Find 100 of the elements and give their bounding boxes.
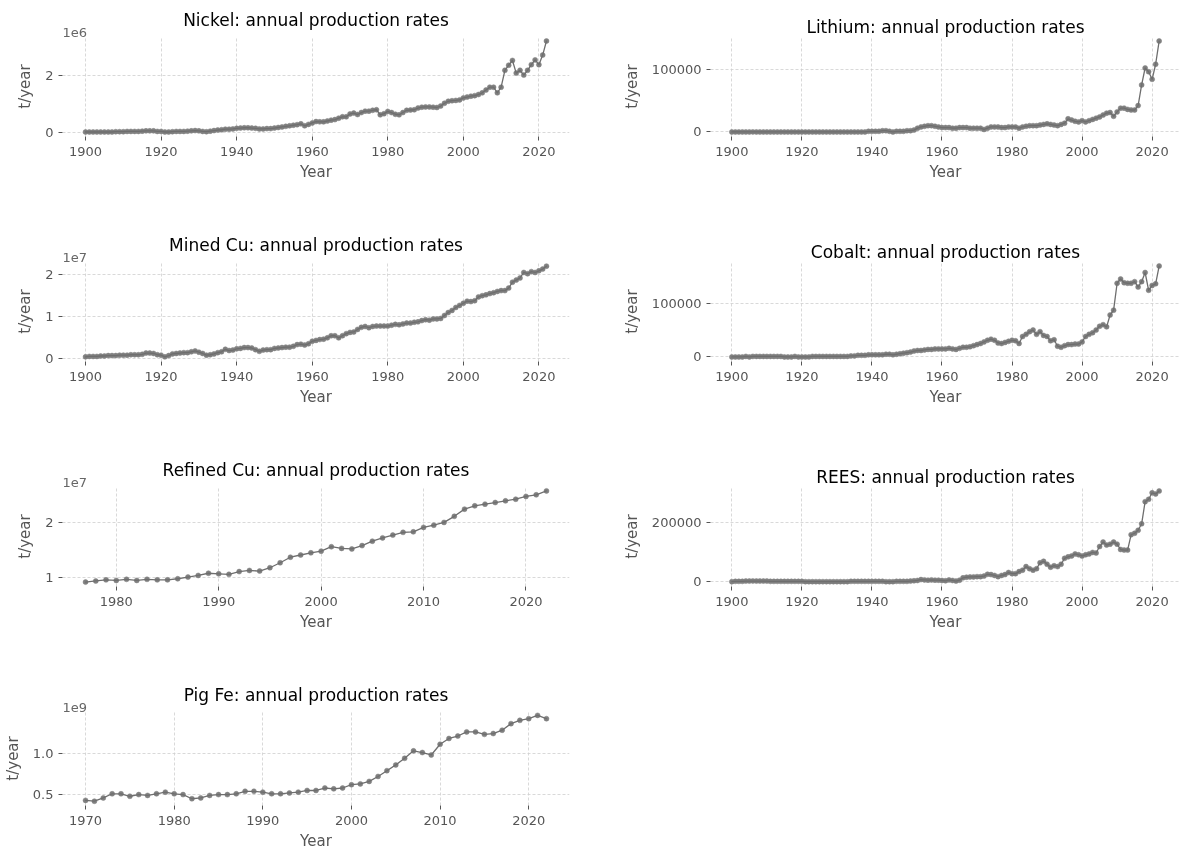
point: [134, 577, 140, 584]
point: [206, 792, 213, 799]
x-tick-label: 1960: [295, 143, 329, 159]
x-tick-label: 1940: [855, 368, 889, 384]
x-tick-label: 2000: [1065, 143, 1099, 159]
point: [328, 543, 335, 550]
point: [420, 524, 427, 531]
x-tick-label: 2000: [334, 812, 369, 828]
x-tick-label: 1900: [715, 593, 749, 609]
x-tick-label: 2010: [407, 593, 441, 609]
y-tick-label: 1: [45, 309, 54, 325]
point: [109, 791, 115, 797]
point: [490, 730, 497, 737]
point: [543, 488, 550, 494]
point: [369, 538, 376, 544]
point: [215, 571, 222, 577]
point: [180, 791, 186, 798]
x-tick-label: 1960: [925, 143, 959, 159]
point: [123, 576, 130, 583]
point: [256, 568, 263, 574]
point: [482, 501, 488, 507]
chart-title: Refined Cu: annual production rates: [162, 460, 470, 480]
chart-title: Cobalt: annual production rates: [810, 241, 1081, 262]
x-tick-label: 1940: [220, 368, 254, 384]
chart-title: Mined Cu: annual production rates: [169, 235, 464, 255]
point: [113, 577, 120, 584]
point: [189, 795, 195, 802]
point: [127, 793, 133, 799]
x-tick-label: 1980: [995, 368, 1029, 384]
point: [461, 506, 468, 512]
x-tick-label: 1920: [144, 368, 178, 384]
x-tick-label: 2020: [512, 812, 546, 828]
point: [400, 529, 406, 536]
y-tick-label: 0.5: [32, 787, 54, 803]
point: [251, 788, 257, 795]
point: [153, 791, 160, 797]
point: [472, 503, 478, 509]
point: [348, 781, 355, 788]
y-tick-label: 2: [45, 514, 54, 530]
point: [446, 735, 452, 742]
point: [338, 545, 345, 552]
x-axis-title: Year: [299, 162, 333, 181]
point: [308, 550, 314, 556]
point: [286, 790, 293, 796]
annotation: 1e9: [62, 699, 88, 715]
y-tick-label: 1.0: [32, 745, 54, 761]
x-tick-label: 1900: [715, 143, 749, 159]
x-tick-label: 2020: [1135, 593, 1169, 609]
point: [118, 791, 124, 797]
x-tick-label: 1920: [144, 143, 178, 159]
x-tick-label: 2000: [1065, 593, 1099, 609]
point: [287, 554, 294, 560]
annotation: 1e7: [62, 474, 88, 490]
y-axis-title: t/year: [622, 63, 641, 109]
point: [144, 792, 151, 799]
point: [533, 492, 539, 498]
x-tick-label: 1970: [69, 812, 103, 828]
x-tick-label: 1940: [855, 143, 889, 159]
point: [492, 499, 498, 506]
x-tick-label: 1980: [995, 143, 1029, 159]
point: [233, 791, 239, 797]
point: [135, 791, 142, 798]
point: [93, 578, 99, 584]
x-tick-label: 1920: [785, 593, 819, 609]
point: [410, 748, 417, 754]
point: [82, 579, 89, 585]
line-series: [82, 488, 550, 585]
point: [154, 577, 160, 583]
point: [205, 570, 212, 576]
x-tick-label: 1980: [99, 593, 133, 609]
point: [277, 791, 284, 797]
point: [236, 568, 242, 575]
point: [277, 560, 283, 566]
point: [437, 741, 443, 748]
point: [525, 715, 532, 722]
point: [322, 785, 328, 791]
y-tick-label: 2: [45, 68, 54, 84]
y-tick-label: 2: [45, 267, 54, 283]
point: [226, 571, 232, 578]
y-axis-title: t/year: [16, 513, 35, 559]
point: [359, 542, 365, 549]
point: [349, 546, 355, 552]
x-axis-title: Year: [928, 612, 963, 631]
point: [260, 789, 266, 795]
point: [451, 513, 458, 520]
x-tick-label: 2010: [423, 812, 457, 828]
point: [401, 755, 408, 762]
y-tick-label: 100000: [651, 295, 702, 311]
point: [318, 548, 324, 554]
point: [339, 785, 346, 791]
chart-title: Pig Fe: annual production rates: [183, 685, 449, 705]
point: [375, 773, 381, 780]
y-axis-title: t/year: [622, 288, 641, 334]
y-tick-label: 0: [45, 124, 54, 140]
x-tick-label: 2000: [304, 593, 338, 609]
point: [171, 791, 177, 797]
x-axis-title: Year: [928, 162, 963, 181]
x-tick-label: 1980: [371, 368, 405, 384]
point: [410, 529, 417, 535]
point: [481, 731, 488, 738]
